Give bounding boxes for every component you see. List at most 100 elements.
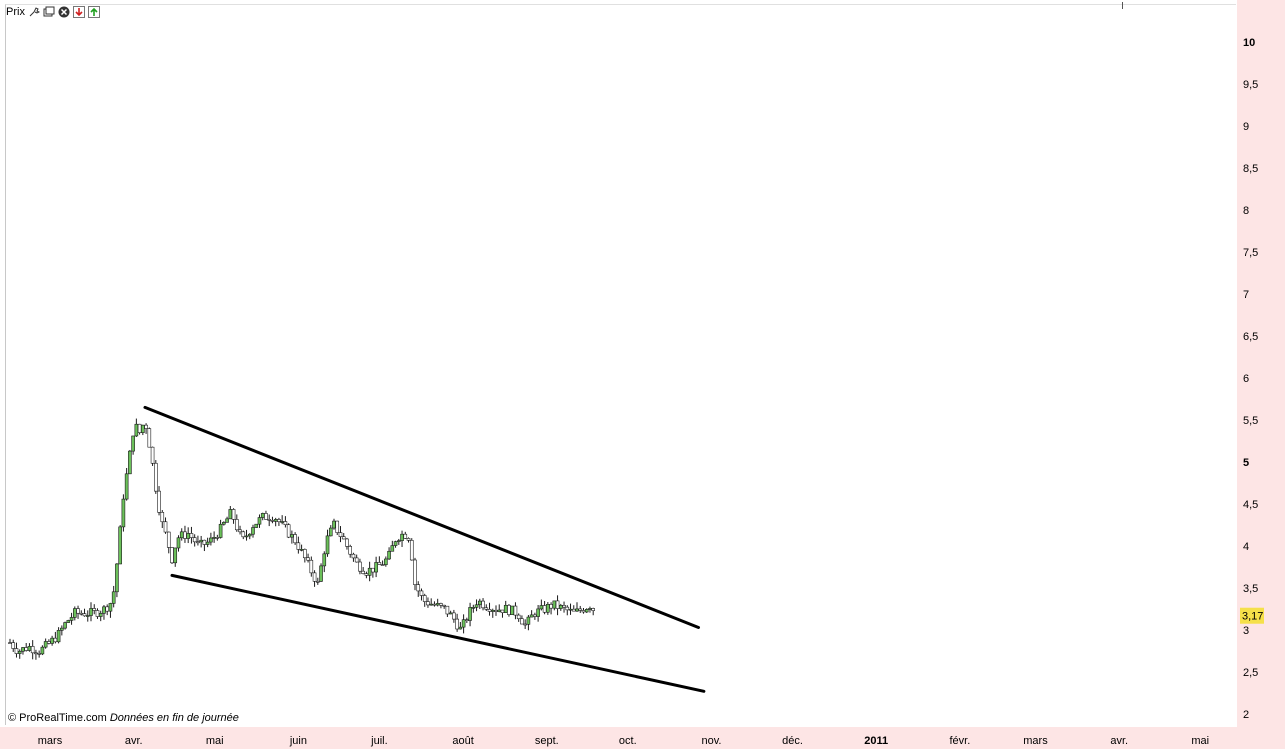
candle-body [516,614,521,620]
y-tick-label: 5 [1243,457,1249,469]
candle-body [264,513,268,520]
x-tick-label: mai [206,735,224,747]
arrow-down-icon[interactable] [72,6,85,18]
y-tick-label: 6,5 [1243,331,1258,343]
time-axis[interactable] [0,727,1285,749]
data-source-label: © ProRealTime.com Données en fin de jour… [8,712,239,724]
candle-body [526,616,531,625]
last-price-marker [1240,607,1264,624]
candle-body [345,538,349,547]
candle-body [484,607,489,610]
candle-body [21,647,25,652]
candle-body [98,613,103,617]
toolbar: Prix [6,4,100,20]
candle-body [588,608,592,610]
candle-body [92,608,97,611]
candle-body [53,637,58,643]
y-tick-label: 7,5 [1243,247,1258,259]
window-icon[interactable] [43,6,55,18]
candle-body [73,608,77,618]
candle-body [549,604,553,609]
candle-body [254,523,259,528]
candle-body [552,600,557,609]
arrow-up-icon[interactable] [87,6,100,18]
candle-body [367,567,372,576]
candle-body [536,608,540,617]
candle-body [280,521,284,523]
candle-body [338,532,343,537]
candle-body [542,605,547,613]
candle-body [235,519,239,531]
candle-body [452,612,456,620]
y-tick-label: 9,5 [1243,79,1258,91]
candle-body [251,527,255,535]
candle-body [50,637,54,644]
candle-body [225,518,229,523]
wrench-icon[interactable] [28,6,40,18]
trendline-upper-resistance [143,405,700,629]
candle-body [325,535,330,555]
x-tick-label: sept. [535,735,559,747]
candle-body [458,626,463,630]
x-tick-label: nov. [702,735,722,747]
x-tick-label: oct. [619,735,637,747]
candle-body [416,584,421,592]
candle-body [358,561,362,572]
candle-body [121,498,126,528]
x-tick-label: 2011 [864,735,888,747]
candle-body [400,533,404,541]
candle-body [390,545,395,552]
plot-area[interactable] [5,4,1236,725]
candle-body [118,526,122,565]
candle-body [406,538,411,541]
candle-body [341,536,346,540]
close-icon[interactable] [58,6,70,18]
candle-body [215,537,220,539]
x-tick-label: mars [38,735,63,747]
candle-body [546,604,550,613]
price-axis[interactable] [1237,0,1285,749]
candle-body [306,557,310,561]
candle-body [409,540,414,561]
last-price-label: 3,17 [1242,611,1263,623]
candle-body [257,517,262,525]
candle-body [591,608,596,611]
candle-body [490,609,495,612]
candle-body [465,619,469,622]
candle-body [134,423,139,437]
candle-body [37,653,41,655]
candle-body [562,605,566,608]
candle-body [170,547,174,564]
candle-body [432,603,437,606]
candle-body [189,533,194,538]
candle-body [283,521,288,526]
candle-body [157,490,161,513]
candle-body [380,564,385,566]
candle-body [212,537,216,539]
candle-body [43,641,48,648]
candle-body [260,513,265,518]
candle-body [565,606,570,611]
candle-body [56,630,61,643]
candle-body [196,541,200,544]
y-tick-label: 3,5 [1243,583,1258,595]
toolbar-title: Prix [6,6,25,18]
candle-body [351,553,356,559]
candle-body [128,450,132,475]
x-tick-label: mars [1023,735,1048,747]
candle-body [558,605,563,609]
candle-body [584,609,589,613]
candle-body [137,423,142,433]
candle-body [315,580,320,583]
candle-body [293,534,297,544]
candle-body [209,537,213,543]
candle-body [247,533,252,537]
candle-body [47,641,51,644]
candle-body [322,553,327,567]
candle-body [14,648,19,654]
candle-body [173,547,178,564]
candle-body [413,559,417,585]
candle-body [231,509,236,520]
candle-body [290,534,294,538]
